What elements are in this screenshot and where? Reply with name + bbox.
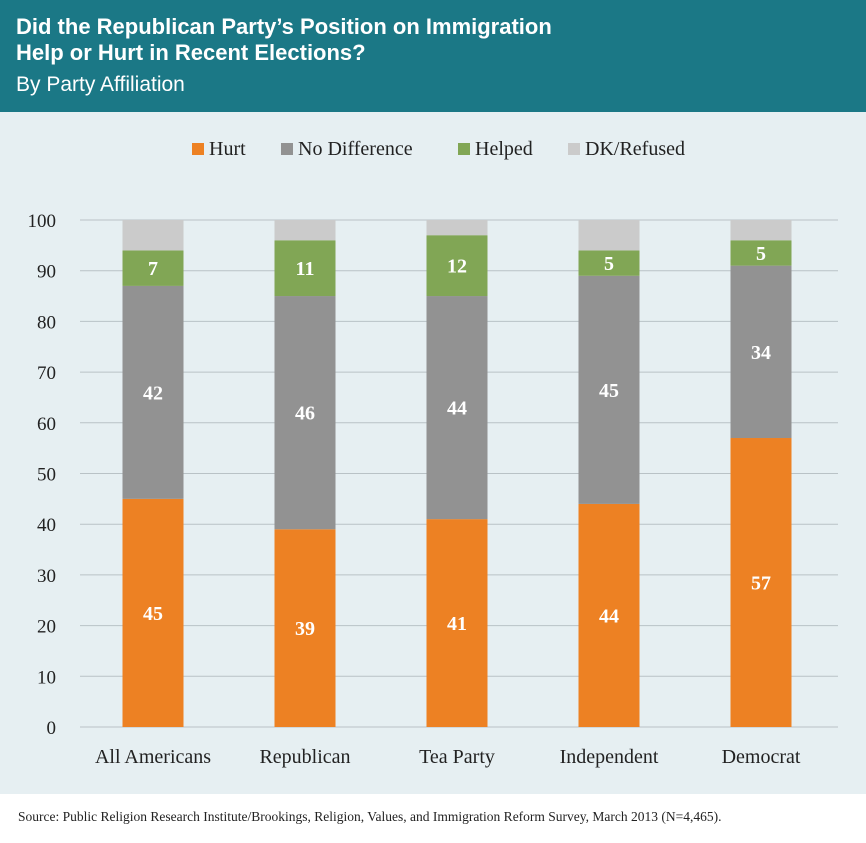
bar-dk-refused-tea-party [426,220,488,236]
legend-swatch-helped [458,143,470,155]
bar-helped-independent [578,250,640,276]
legend-label-no-difference: No Difference [298,138,413,160]
y-tick-label-50: 50 [37,465,56,486]
chart-title-line-2: Help or Hurt in Recent Elections? [16,40,366,65]
bar-no-difference-republican [274,296,336,530]
bar-helped-republican [274,240,336,297]
y-tick-label-100: 100 [28,211,57,232]
data-label-no-difference-all-americans: 42 [143,382,163,404]
data-label-helped-democrat: 5 [756,243,766,265]
category-label-republican: Republican [259,746,350,768]
data-label-helped-independent: 5 [604,253,614,275]
y-tick-label-60: 60 [37,414,56,435]
bar-hurt-democrat [730,438,792,727]
y-tick-label-70: 70 [37,363,56,384]
bar-hurt-tea-party [426,519,488,727]
y-tick-label-40: 40 [37,515,56,536]
legend-label-dk-refused: DK/Refused [585,138,685,160]
bar-no-difference-democrat [730,265,792,439]
data-label-hurt-all-americans: 45 [143,603,163,625]
bar-no-difference-tea-party [426,296,488,520]
legend-swatch-no-difference [281,143,293,155]
data-label-hurt-republican: 39 [295,618,315,640]
stacked-bar-chart: 0 10 20 30 40 50 60 70 80 90 100 45 42 7 All Americans… [28,138,838,768]
data-label-no-difference-independent: 45 [599,380,619,402]
source-note: Source: Public Religion Research Institu… [18,809,722,824]
data-label-helped-all-americans: 7 [148,258,158,280]
y-tick-label-20: 20 [37,617,56,638]
bar-hurt-all-americans [122,498,184,727]
bar-hurt-independent [578,503,640,727]
legend-label-hurt: Hurt [209,138,246,160]
bar-dk-refused-republican [274,220,336,241]
y-tick-label-90: 90 [37,262,56,283]
bar-dk-refused-democrat [730,220,792,241]
data-label-helped-tea-party: 12 [447,256,467,278]
chart-title-line-1: Did the Republican Party’s Position on I… [16,14,552,39]
data-label-helped-republican: 11 [296,258,315,280]
chart-title: Did the Republican Party’s Position on I… [16,14,856,66]
data-label-hurt-democrat: 57 [751,573,771,595]
bar-hurt-republican [274,529,336,727]
category-label-democrat: Democrat [722,746,801,768]
data-label-hurt-independent: 44 [599,605,619,627]
legend-label-helped: Helped [475,138,533,160]
chart-subtitle: By Party Affiliation [16,73,185,96]
category-label-tea-party: Tea Party [419,746,495,768]
data-label-hurt-tea-party: 41 [447,613,467,635]
bar-no-difference-independent [578,275,640,504]
chart-header: Did the Republican Party’s Position on I… [0,0,866,112]
data-label-no-difference-republican: 46 [295,403,315,425]
category-label-all-americans: All Americans [95,746,211,768]
bar-dk-refused-independent [578,220,640,251]
bar-helped-all-americans [122,250,184,286]
legend-swatch-dk-refused [568,143,580,155]
category-label-independent: Independent [560,746,659,768]
y-tick-label-0: 0 [47,718,57,739]
bar-no-difference-all-americans [122,285,184,499]
legend-swatch-hurt [192,143,204,155]
bar-helped-democrat [730,240,792,266]
y-tick-label-30: 30 [37,566,56,587]
data-label-no-difference-democrat: 34 [751,342,771,364]
y-tick-label-80: 80 [37,312,56,333]
bar-helped-tea-party [426,235,488,297]
data-label-no-difference-tea-party: 44 [447,398,467,420]
y-tick-label-10: 10 [37,667,56,688]
bar-dk-refused-all-americans [122,220,184,251]
